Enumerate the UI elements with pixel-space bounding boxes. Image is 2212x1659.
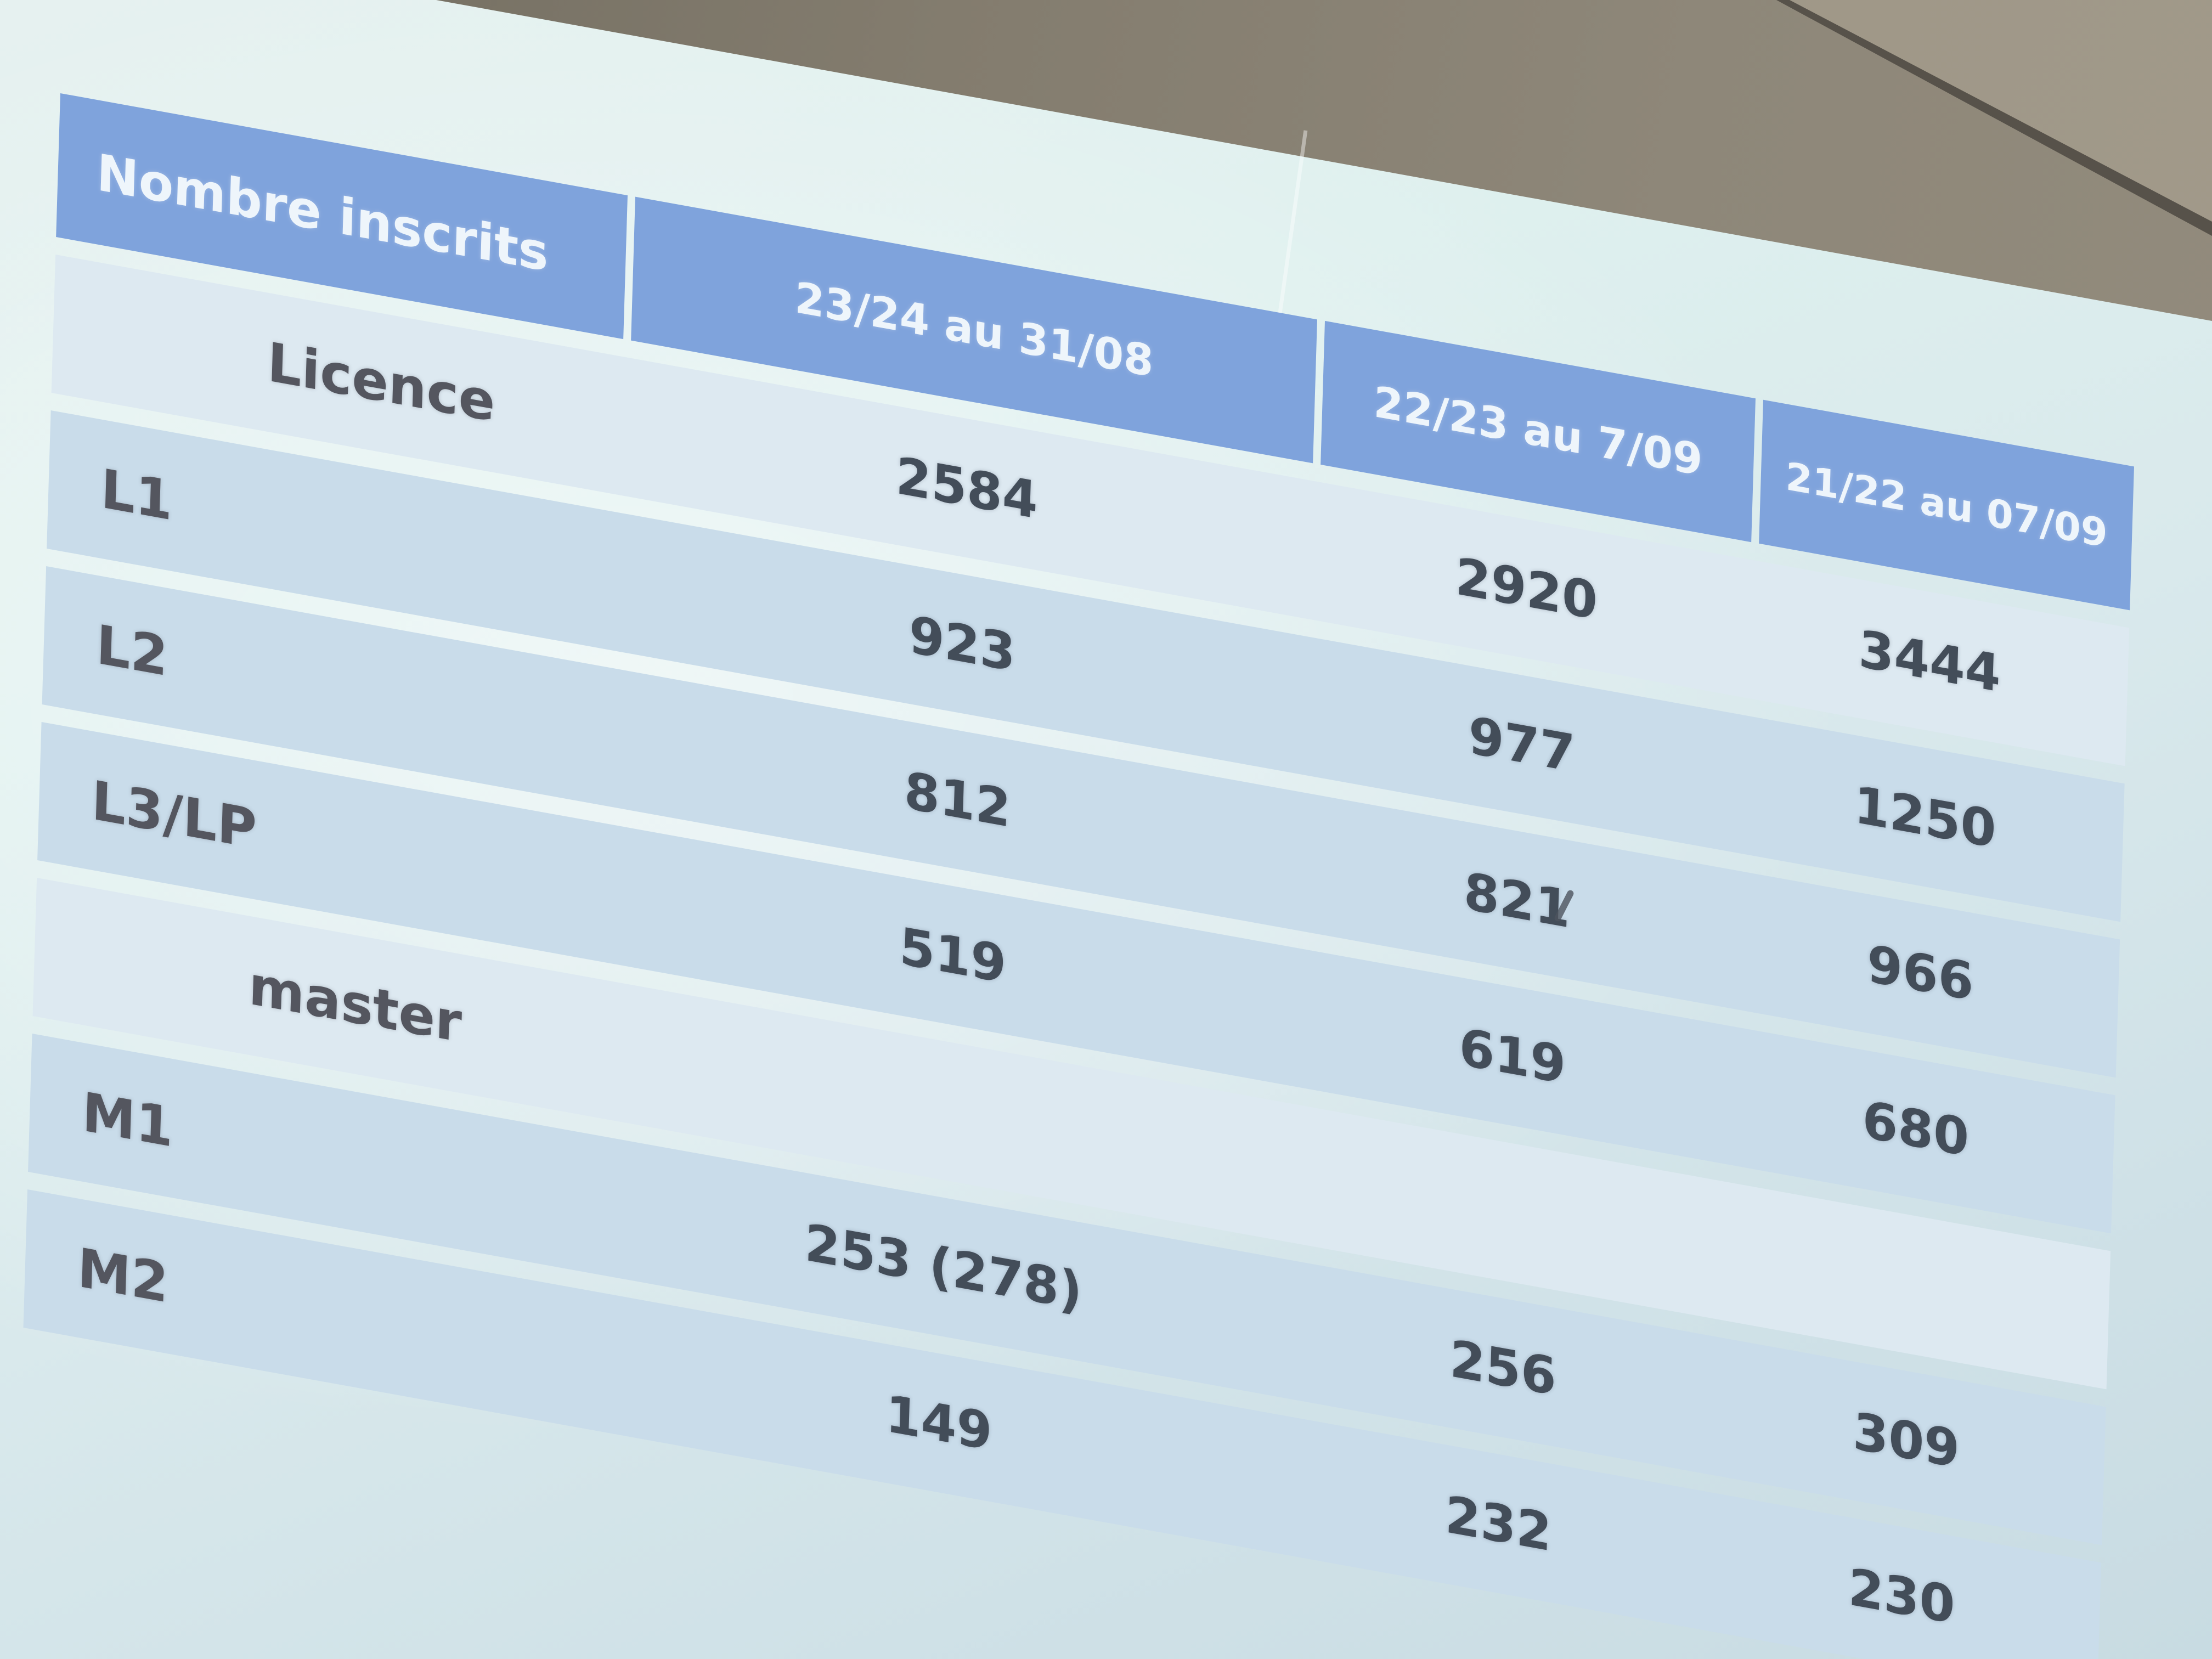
enrollment-table: Nombre inscrits 23/24 au 31/08 22/23 au … xyxy=(23,93,2135,1659)
